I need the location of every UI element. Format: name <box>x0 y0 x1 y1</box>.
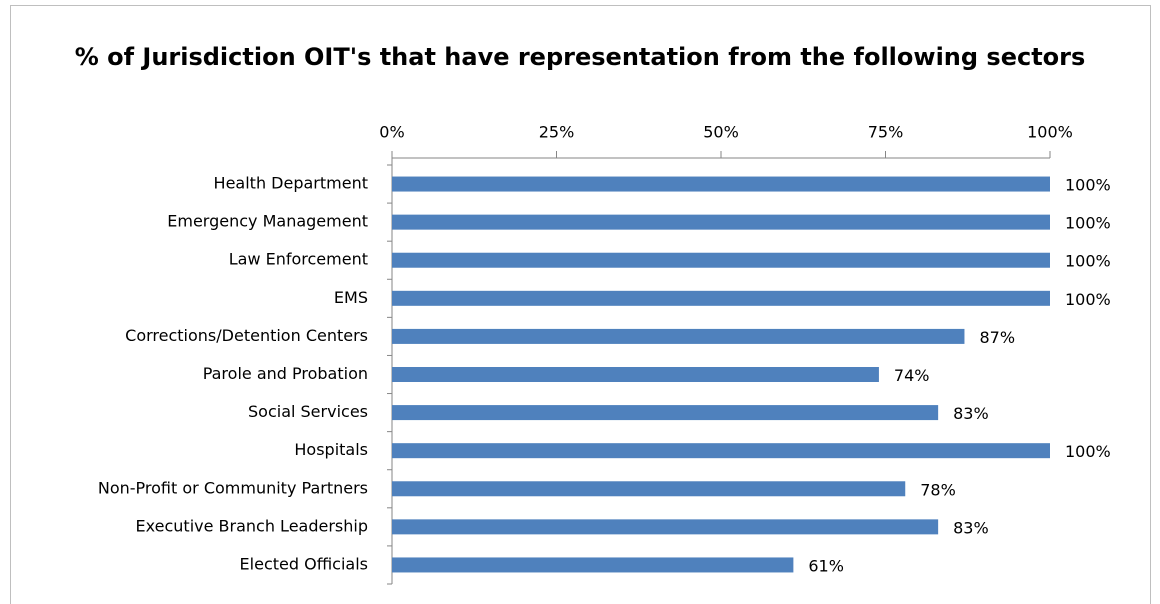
data-label: 87% <box>979 328 1015 347</box>
data-label: 61% <box>808 556 844 575</box>
chart-frame <box>10 5 1151 604</box>
data-label: 100% <box>1065 290 1111 309</box>
data-label: 100% <box>1065 442 1111 461</box>
y-tick-label: Health Department <box>214 174 368 193</box>
bar <box>392 252 1050 268</box>
bar <box>392 443 1050 459</box>
x-tick-label: 75% <box>868 123 904 142</box>
y-tick-label: Non-Profit or Community Partners <box>98 478 368 497</box>
bar <box>392 405 939 421</box>
bar <box>392 367 879 382</box>
data-label: 74% <box>894 366 930 385</box>
data-label: 100% <box>1065 252 1111 271</box>
y-tick-label: Hospitals <box>294 440 368 459</box>
x-tick-label: 25% <box>539 123 575 142</box>
data-label: 83% <box>953 404 989 423</box>
bar <box>392 328 965 344</box>
y-tick-label: Executive Branch Leadership <box>136 516 368 535</box>
bar <box>392 214 1050 230</box>
y-tick-label: Social Services <box>248 402 368 421</box>
x-tick-label: 50% <box>703 123 739 142</box>
y-tick-label: Corrections/Detention Centers <box>125 326 368 345</box>
bar <box>392 519 939 535</box>
x-tick-label: 0% <box>379 123 404 142</box>
bar <box>392 290 1050 306</box>
data-label: 83% <box>953 518 989 537</box>
data-label: 78% <box>920 480 956 499</box>
y-tick-label: Emergency Management <box>167 212 368 231</box>
bar <box>392 557 794 573</box>
y-tick-label: Parole and Probation <box>203 364 368 383</box>
y-tick-label: Elected Officials <box>240 554 368 573</box>
data-label: 100% <box>1065 176 1111 195</box>
chart-title: % of Jurisdiction OIT's that have repres… <box>75 43 1086 71</box>
bar <box>392 481 906 497</box>
data-label: 100% <box>1065 214 1111 233</box>
x-tick-label: 100% <box>1027 123 1073 142</box>
y-tick-label: Law Enforcement <box>229 250 368 269</box>
bar <box>392 176 1050 192</box>
y-tick-label: EMS <box>334 288 368 307</box>
